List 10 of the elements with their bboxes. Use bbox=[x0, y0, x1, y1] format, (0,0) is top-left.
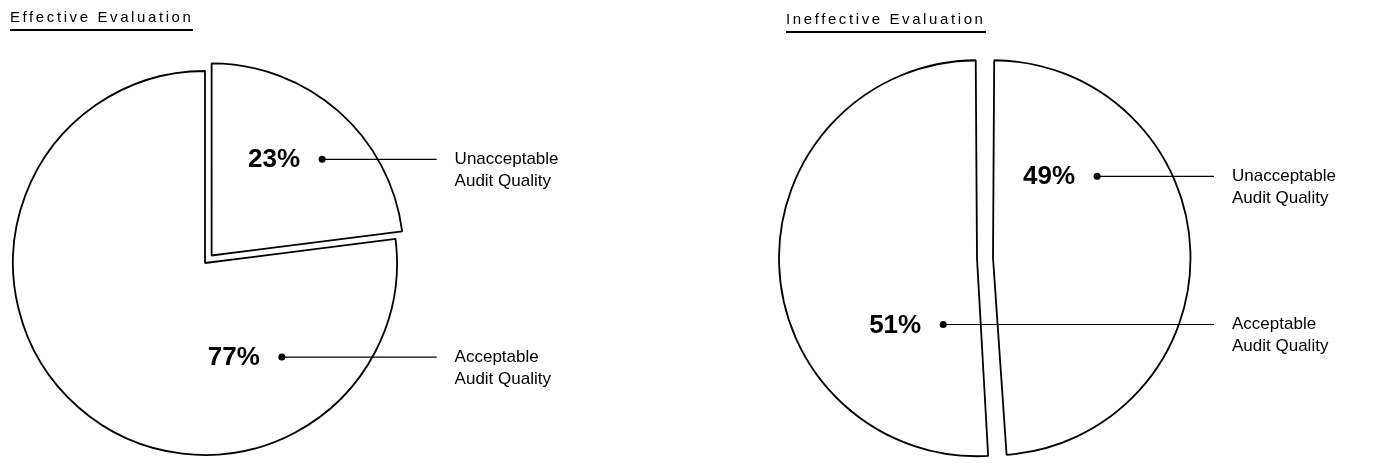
slice-label: Unacceptable Audit Quality bbox=[1232, 165, 1336, 207]
chart-title: Effective Evaluation bbox=[10, 7, 194, 31]
slice-label: Unacceptable Audit Quality bbox=[454, 149, 559, 191]
slice-label: Acceptable Audit Quality bbox=[454, 346, 552, 388]
chart-title: Ineffective Evaluation bbox=[786, 9, 986, 33]
data-label: 77% bbox=[207, 341, 260, 372]
slice-label: Acceptable Audit Quality bbox=[1232, 314, 1329, 356]
data-label: 23% bbox=[248, 143, 301, 174]
data-label: 49% bbox=[1023, 160, 1076, 191]
data-label: 51% bbox=[869, 308, 922, 339]
